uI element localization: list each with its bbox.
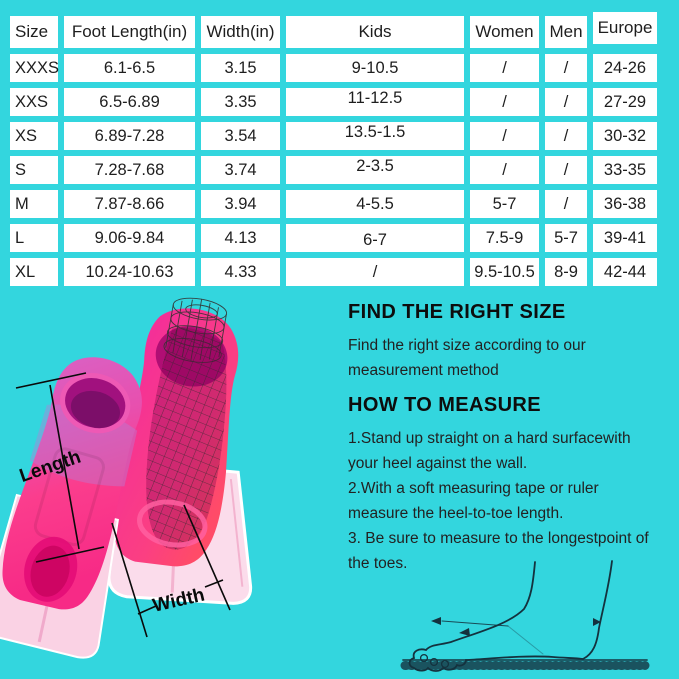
column-header-men: Men bbox=[545, 16, 587, 48]
column-header-women: Women bbox=[470, 16, 539, 48]
left-fin bbox=[0, 357, 142, 659]
table-cell: 6-7 bbox=[286, 224, 464, 252]
width-dimension bbox=[111, 504, 231, 638]
table-cell: 42-44 bbox=[593, 258, 657, 286]
measure-step-line: your heel against the wall. bbox=[348, 455, 528, 472]
column-header-kids: Kids bbox=[286, 16, 464, 48]
table-cell: 24-26 bbox=[593, 54, 657, 82]
table-cell: / bbox=[286, 258, 464, 286]
measure-step-line: 2.With a soft measuring tape or ruler bbox=[348, 480, 599, 497]
table-cell: XL bbox=[10, 258, 58, 286]
table-cell: / bbox=[545, 88, 587, 116]
size-chart-table: Size Foot Length(in) Width(in) Kids Wome… bbox=[10, 12, 657, 286]
arrowhead-left bbox=[431, 617, 441, 625]
table-cell: 39-41 bbox=[593, 224, 657, 252]
table-cell: 4.13 bbox=[201, 224, 280, 252]
arrowhead-mid bbox=[459, 628, 470, 636]
table-cell: 3.15 bbox=[201, 54, 280, 82]
length-dimension bbox=[15, 372, 105, 563]
table-cell: S bbox=[10, 156, 58, 184]
table-cell: 7.28-7.68 bbox=[64, 156, 195, 184]
table-cell: 3.94 bbox=[201, 190, 280, 218]
table-cell: / bbox=[470, 156, 539, 184]
table-cell: 4.33 bbox=[201, 258, 280, 286]
table-cell: M bbox=[10, 190, 58, 218]
table-cell: 3.54 bbox=[201, 122, 280, 150]
column-header-size: Size bbox=[10, 16, 58, 48]
info-text-line: measurement method bbox=[348, 362, 499, 379]
table-cell: / bbox=[545, 54, 587, 82]
table-cell: / bbox=[470, 54, 539, 82]
foot-outline bbox=[408, 561, 584, 672]
sizing-info-panel: FIND THE RIGHT SIZE Find the right size … bbox=[348, 301, 672, 576]
swim-fins-illustration: Length Width bbox=[0, 297, 253, 659]
table-cell: 33-35 bbox=[593, 156, 657, 184]
table-cell: 5-7 bbox=[545, 224, 587, 252]
table-cell: 6.89-7.28 bbox=[64, 122, 195, 150]
table-cell: 11-12.5 bbox=[286, 88, 464, 116]
table-cell: 9-10.5 bbox=[286, 54, 464, 82]
table-cell: 36-38 bbox=[593, 190, 657, 218]
table-cell: / bbox=[545, 122, 587, 150]
arrowhead-heel bbox=[593, 618, 601, 626]
table-cell: 3.35 bbox=[201, 88, 280, 116]
table-cell: XXXS bbox=[10, 54, 59, 82]
table-cell: 6.1-6.5 bbox=[64, 54, 195, 82]
heel-outline bbox=[582, 560, 613, 660]
table-cell: 7.87-8.66 bbox=[64, 190, 195, 218]
table-cell: / bbox=[545, 190, 587, 218]
foot-measure-diagram bbox=[400, 560, 650, 672]
column-header-foot-length: Foot Length(in) bbox=[64, 16, 195, 48]
measure-step-line: the toes. bbox=[348, 555, 408, 572]
wireframe-foot bbox=[146, 327, 227, 550]
table-cell: XS bbox=[10, 122, 58, 150]
column-header-europe: Europe bbox=[593, 12, 657, 44]
find-right-size-heading: FIND THE RIGHT SIZE bbox=[348, 301, 566, 323]
table-cell: 27-29 bbox=[593, 88, 657, 116]
table-cell: 8-9 bbox=[545, 258, 587, 286]
right-fin bbox=[107, 297, 253, 605]
table-cell: / bbox=[545, 156, 587, 184]
how-to-measure-heading: HOW TO MEASURE bbox=[348, 394, 542, 416]
table-cell: 5-7 bbox=[470, 190, 539, 218]
table-cell: 13.5-1.5 bbox=[286, 122, 464, 150]
column-header-width: Width(in) bbox=[201, 16, 280, 48]
table-cell: 9.06-9.84 bbox=[64, 224, 195, 252]
table-cell: / bbox=[470, 88, 539, 116]
table-cell: XXS bbox=[10, 88, 58, 116]
table-cell: 7.5-9 bbox=[470, 224, 539, 252]
measure-step-line: 3. Be sure to measure to the longestpoin… bbox=[348, 530, 649, 547]
toe-arrow-line bbox=[441, 620, 509, 627]
table-cell: 4-5.5 bbox=[286, 190, 464, 218]
table-cell: 3.74 bbox=[201, 156, 280, 184]
table-cell: 2-3.5 bbox=[286, 156, 464, 184]
table-cell: / bbox=[470, 122, 539, 150]
table-cell: 10.24-10.63 bbox=[64, 258, 195, 286]
measure-step-line: 1.Stand up straight on a hard surfacewit… bbox=[348, 430, 631, 447]
table-cell: L bbox=[10, 224, 58, 252]
table-cell: 6.5-6.89 bbox=[64, 88, 195, 116]
table-cell: 9.5-10.5 bbox=[470, 258, 539, 286]
measure-step-line: measure the heel-to-toe length. bbox=[348, 505, 564, 522]
info-text-line: Find the right size according to our bbox=[348, 337, 586, 354]
table-cell: 30-32 bbox=[593, 122, 657, 150]
